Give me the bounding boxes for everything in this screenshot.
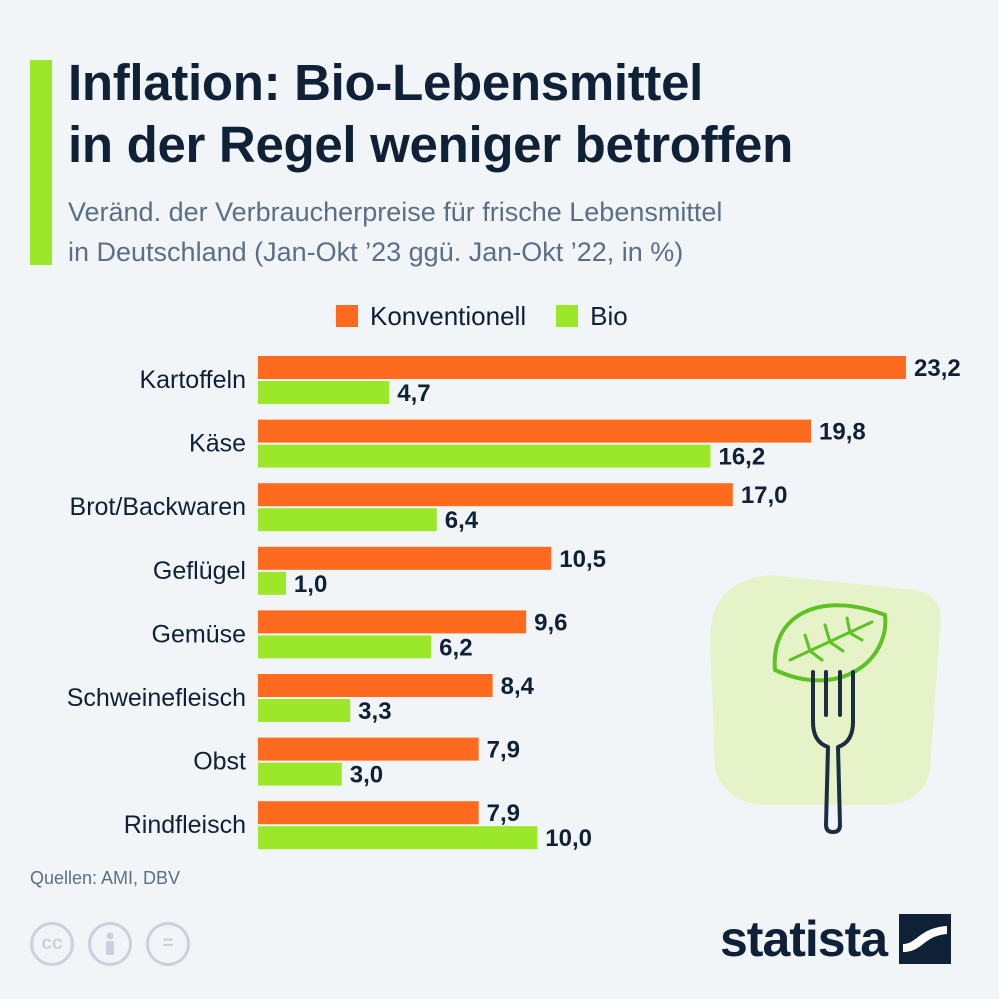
legend-swatch-bio	[556, 305, 579, 327]
bar-bio-gefluegel	[258, 571, 286, 595]
value-label-conventional-gefluegel: 10,5	[559, 546, 606, 573]
bar-conventional-obst	[258, 737, 479, 761]
category-label-brot-backwaren: Brot/Backwaren	[70, 493, 246, 521]
statista-logo[interactable]: statista	[720, 910, 952, 968]
title-line-2: in der Regel weniger betroffen	[68, 116, 793, 173]
value-label-conventional-schweinefleisch: 8,4	[501, 673, 535, 700]
category-label-rindfleisch: Rindfleisch	[124, 811, 246, 839]
legend-item-bio: Bio	[556, 301, 628, 332]
value-label-conventional-kartoffeln: 23,2	[914, 355, 961, 382]
leaf-fork-illustration	[710, 575, 941, 834]
bar-conventional-gemuese	[258, 610, 527, 634]
source-note: Quellen: AMI, DBV	[30, 868, 181, 888]
leaf-icon	[772, 603, 888, 683]
person-glyph	[106, 932, 114, 955]
value-label-bio-rindfleisch: 10,0	[545, 825, 592, 852]
value-label-conventional-rindfleisch: 7,9	[487, 800, 520, 827]
value-label-bio-kaese: 16,2	[718, 444, 765, 471]
fork-icon	[811, 670, 855, 834]
bar-conventional-rindfleisch	[258, 801, 479, 825]
bar-bio-kaese	[258, 444, 711, 468]
category-label-kartoffeln: Kartoffeln	[139, 366, 246, 394]
bar-bio-obst	[258, 762, 342, 786]
chart-legend: Konventionell Bio	[336, 298, 658, 334]
bar-bio-schweinefleisch	[258, 699, 351, 722]
cc-icon[interactable]: cc	[30, 922, 74, 966]
legend-label-conventional: Konventionell	[370, 300, 527, 331]
value-label-conventional-obst: 7,9	[487, 737, 520, 764]
brand-name: statista	[720, 911, 888, 967]
category-label-obst: Obst	[193, 748, 246, 776]
category-label-schweinefleisch: Schweinefleisch	[67, 684, 246, 712]
subtitle-line-1: Veränd. der Verbraucherpreise für frisch…	[68, 197, 723, 227]
bar-bio-gemuese	[258, 635, 432, 659]
bar-bio-rindfleisch	[258, 826, 538, 850]
page-title: Inflation: Bio-Lebensmittel in der Regel…	[68, 52, 793, 176]
bar-conventional-gefluegel	[258, 546, 552, 570]
value-label-bio-schweinefleisch: 3,3	[358, 698, 391, 725]
equals-icon[interactable]: =	[146, 922, 190, 966]
bar-conventional-schweinefleisch	[258, 674, 493, 697]
value-label-conventional-kaese: 19,8	[819, 419, 866, 446]
leaf-vein-icon	[788, 616, 874, 662]
category-label-gefluegel: Geflügel	[153, 557, 246, 585]
category-label-kaese: Käse	[189, 430, 246, 458]
bar-conventional-kaese	[258, 419, 812, 443]
value-label-conventional-gemuese: 9,6	[534, 609, 567, 636]
person-icon[interactable]	[88, 922, 132, 966]
legend-swatch-conventional	[336, 305, 358, 327]
value-label-bio-kartoffeln: 4,7	[397, 380, 430, 407]
title-line-1: Inflation: Bio-Lebensmittel	[68, 54, 704, 111]
category-label-gemuese: Gemüse	[152, 620, 246, 648]
bar-conventional-brot-backwaren	[258, 483, 733, 507]
title-accent-bar	[30, 60, 52, 265]
license-icons: cc =	[30, 922, 204, 966]
bar-bio-kartoffeln	[258, 381, 390, 404]
value-label-bio-gefluegel: 1,0	[294, 571, 327, 598]
bar-conventional-kartoffeln	[258, 356, 906, 379]
value-label-conventional-brot-backwaren: 17,0	[741, 482, 788, 509]
value-label-bio-obst: 3,0	[350, 762, 383, 789]
bar-bio-brot-backwaren	[258, 508, 437, 532]
value-label-bio-gemuese: 6,2	[439, 634, 472, 661]
legend-label-bio: Bio	[590, 300, 628, 331]
chart-subtitle: Veränd. der Verbraucherpreise für frisch…	[68, 192, 948, 272]
value-label-bio-brot-backwaren: 6,4	[445, 507, 479, 534]
legend-item-conventional: Konventionell	[336, 301, 526, 332]
statista-mark-icon	[899, 914, 952, 964]
subtitle-line-2: in Deutschland (Jan-Okt ’23 ggü. Jan-Okt…	[68, 237, 684, 267]
